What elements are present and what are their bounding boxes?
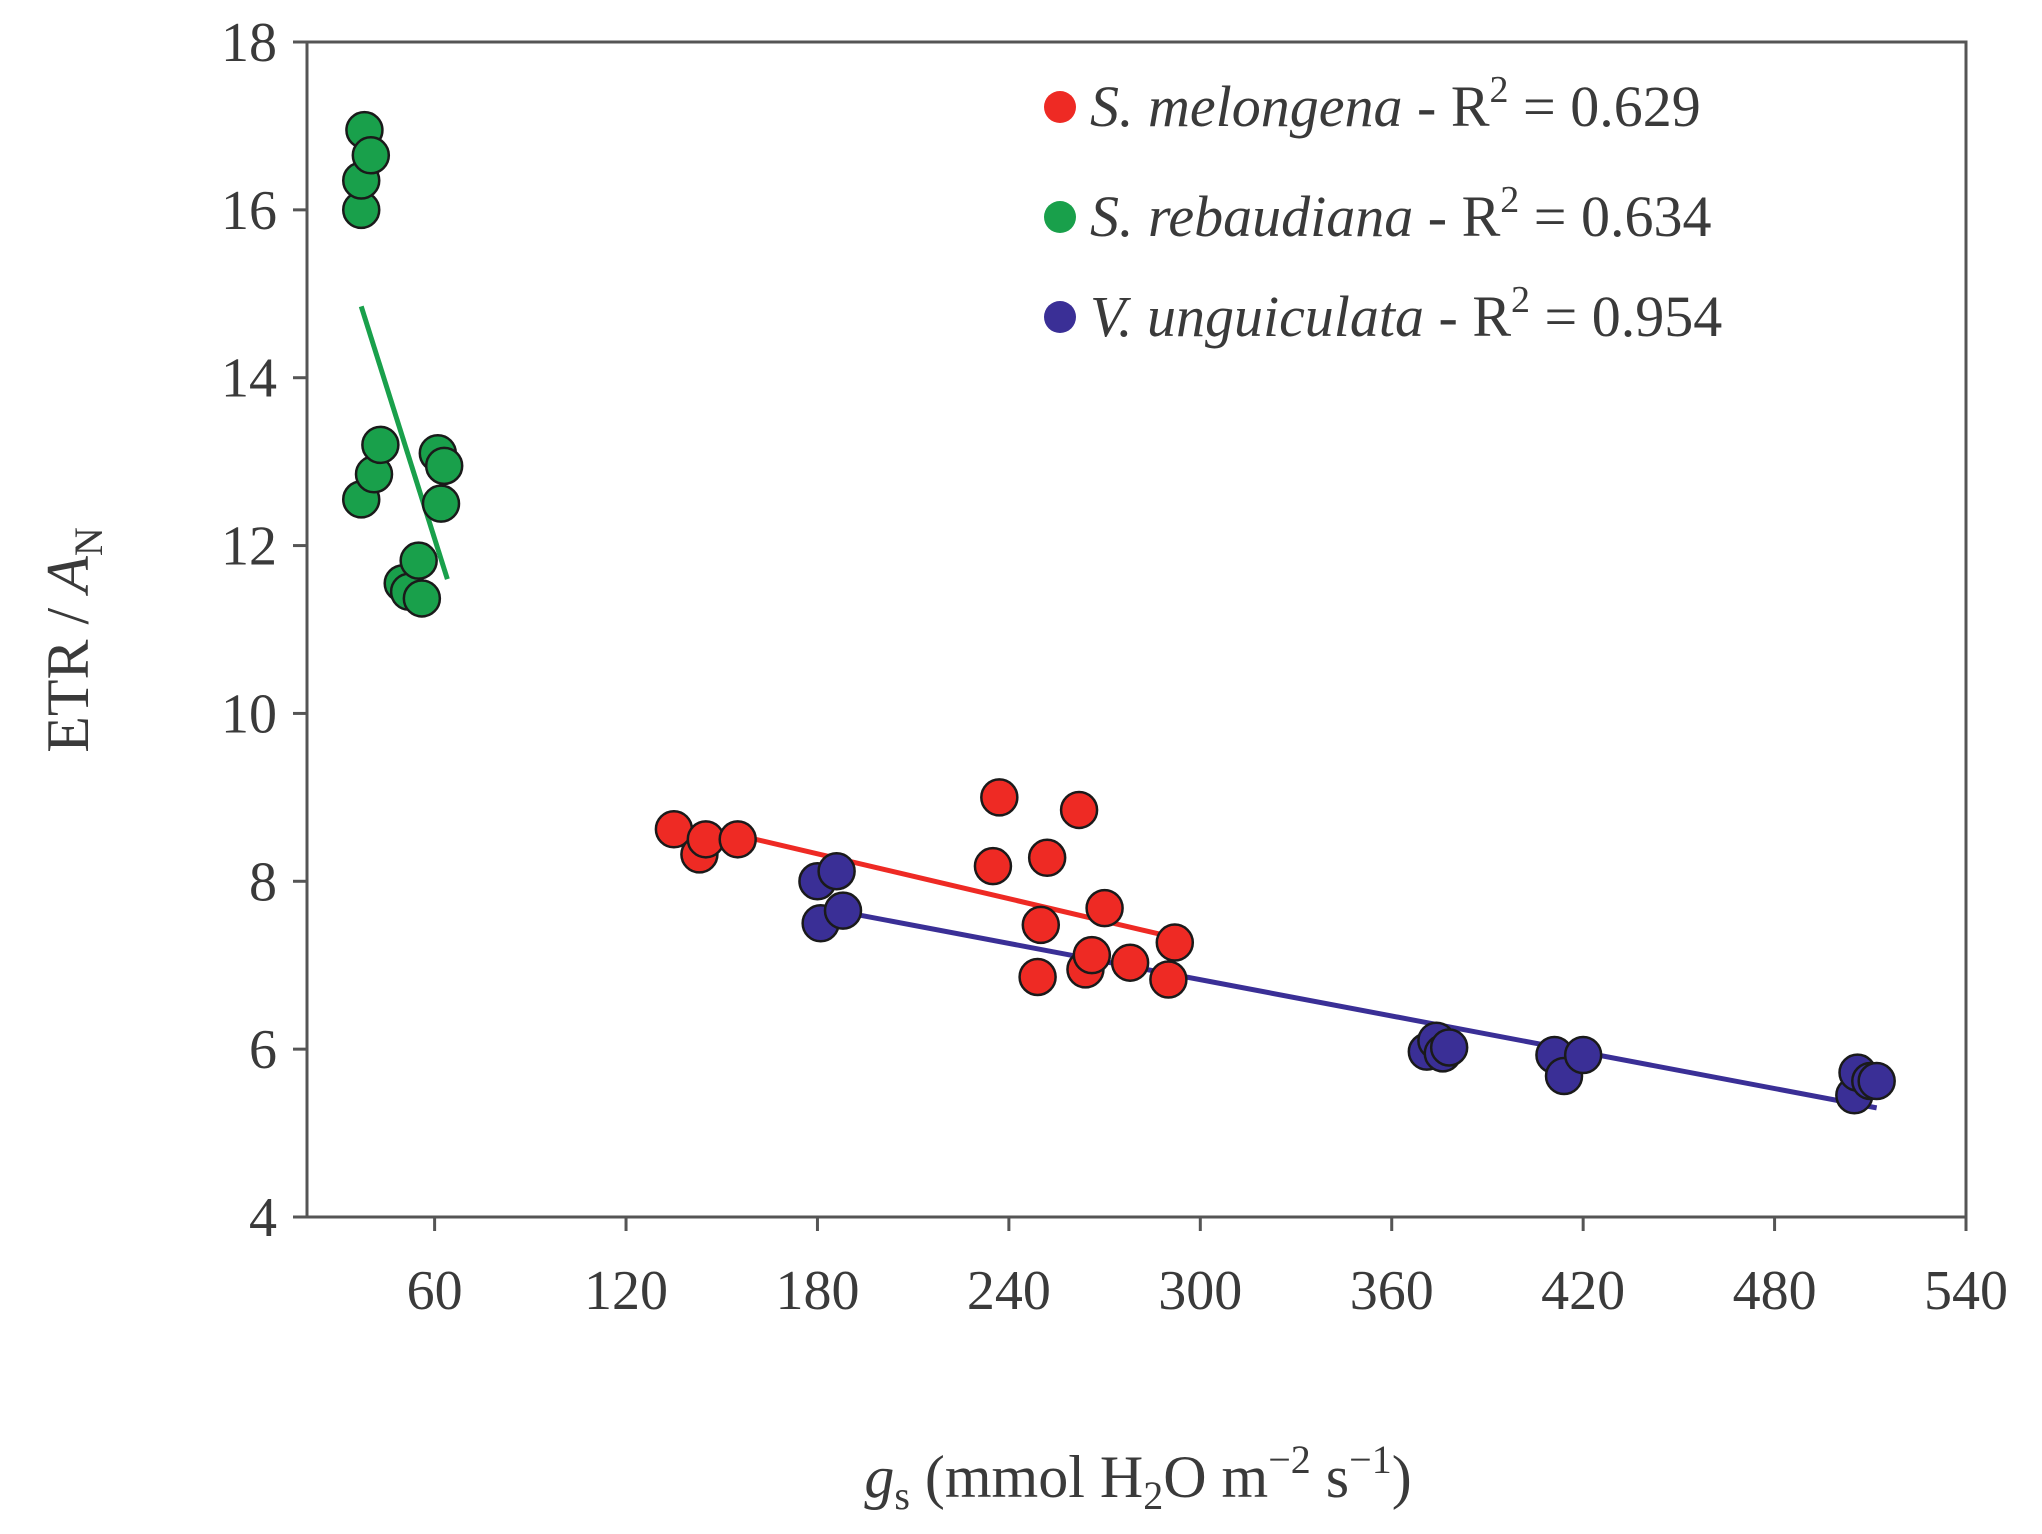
point-s-rebaudiana [421,484,461,523]
point-v-unguiculata [823,891,863,930]
legend-label-melongena: S. melongena [1090,74,1403,139]
x-tick-label: 180 [775,1260,859,1322]
point-s-melongena [1072,935,1112,975]
fit-line-v-unguiculata [848,910,1878,1111]
point-s-melongena [1149,960,1188,999]
data-points [341,110,1896,1115]
y-axis-label: ETR / AN [35,527,111,753]
legend-marker-melongena [1044,91,1076,123]
y-tick-label: 14 [221,348,277,410]
point-s-melongena [973,846,1013,886]
svg-text:V. unguiculata - R2 = 0.954: V. unguiculata - R2 = 0.954 [1090,279,1722,349]
point-s-rebaudiana [402,579,442,618]
y-tick-label: 12 [221,516,277,578]
fit-line-s-rebaudiana [358,305,450,580]
point-s-melongena [1018,957,1057,997]
x-axis-label: gs (mmol H2O m−2 s−1) [864,1437,1411,1518]
legend-marker-rebaudiana [1044,201,1076,233]
point-s-melongena [1110,943,1150,982]
svg-text:S. melongena - R2 = 0.629: S. melongena - R2 = 0.629 [1090,69,1701,139]
point-s-rebaudiana [361,425,400,465]
point-v-unguiculata [1563,1035,1603,1075]
y-tick-label: 10 [221,683,277,745]
point-v-unguiculata [1857,1061,1896,1101]
point-s-melongena [1155,923,1195,962]
y-tick-label: 18 [221,12,277,74]
y-tick-label: 6 [249,1019,277,1081]
legend-label-rebaudiana: S. rebaudiana [1090,184,1413,249]
point-s-melongena [1085,888,1124,928]
point-s-melongena [980,778,1019,817]
legend: S. melongena - R2 = 0.629 S. rebaudiana … [1044,69,1722,349]
axes: 60 120 180 240 300 360 420 480 540 4 6 8 10 12 14 16 18 [221,12,2008,1322]
point-s-melongena [686,820,726,859]
x-tick-label: 540 [1924,1260,2008,1322]
x-tick-label: 120 [584,1260,668,1322]
plot-frame [305,40,1968,1219]
x-tick-label: 420 [1541,1260,1625,1322]
x-tick-label: 60 [407,1260,463,1322]
point-v-unguiculata [817,851,856,891]
legend-label-unguiculata: V. unguiculata [1090,284,1424,349]
point-s-rebaudiana [424,446,464,486]
x-tick-label: 480 [1733,1260,1817,1322]
x-tick-label: 360 [1350,1260,1434,1322]
legend-item-unguiculata: V. unguiculata - R2 = 0.954 [1044,279,1722,349]
y-tick-label: 4 [249,1187,277,1249]
y-tick-label: 16 [221,180,277,242]
point-s-melongena [1059,790,1099,830]
y-tick-label: 8 [249,851,277,913]
x-tick-label: 300 [1158,1260,1242,1322]
legend-item-melongena: S. melongena - R2 = 0.629 [1044,69,1701,139]
point-s-melongena [718,820,757,859]
fit-lines [358,305,1878,1111]
point-s-rebaudiana [399,541,438,580]
point-s-melongena [1021,905,1061,945]
legend-marker-unguiculata [1044,301,1076,333]
legend-item-rebaudiana: S. rebaudiana - R2 = 0.634 [1044,179,1712,249]
point-s-rebaudiana [351,136,391,175]
svg-text:S. rebaudiana - R2 = 0.634: S. rebaudiana - R2 = 0.634 [1090,179,1712,249]
point-v-unguiculata [1429,1028,1469,1067]
x-tick-label: 240 [967,1260,1051,1322]
point-s-melongena [1027,838,1067,878]
